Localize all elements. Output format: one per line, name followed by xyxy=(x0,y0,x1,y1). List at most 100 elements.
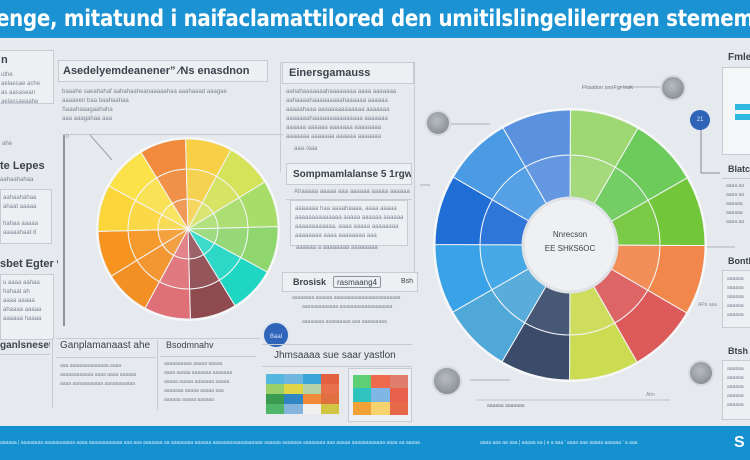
text-line: aaaa aaaaaaaaaaa aaaaaaaaaaa xyxy=(60,381,136,387)
text-line: aaaa aa xyxy=(726,192,745,198)
text-line: uthe xyxy=(1,72,13,78)
divider xyxy=(262,366,412,367)
text-line: aaaaaa xyxy=(727,402,744,408)
text-line: aaaaaaa aaaaa aaaaa aaa xyxy=(164,388,224,394)
center-panel-lower: Brosisk rasmaang4 Bsh xyxy=(282,272,418,292)
page-title: enge, mitatund i naifaclamattilored den … xyxy=(0,6,750,32)
heatmap-cell xyxy=(266,384,285,394)
text-line: aaaaaaaa aaaa aaaaaaaa aaa xyxy=(295,233,377,239)
footer-bar: aaaaaa | aaaaaaaa aaaaaaaaaaa aaaa aaaaa… xyxy=(0,426,750,460)
heatmap-cell xyxy=(353,388,372,402)
heatmap-cell xyxy=(284,384,303,394)
text-line: aahahaaaaaaahaaaaaaaa aaaa aaaaaaa xyxy=(286,89,397,95)
bottom-card-1: Ganplamanaast ahe aaa aaaaaaaaaaaaaa aaa… xyxy=(56,340,160,408)
heatmap-cell xyxy=(371,375,390,389)
text-line: aaaaaa xyxy=(727,294,744,300)
text-line: aahaahahaa xyxy=(3,195,37,201)
left-sunburst-chart xyxy=(96,137,280,321)
left-panel-mid-title: te Lepes xyxy=(0,160,45,172)
text-line: aaaaaaaa aaaaaaaaa aaa aaaaaaaaa xyxy=(302,319,387,325)
right-panel-bottom-box: aaaaaa aaaaaa aaaaaa aaaaaa aaaaaa xyxy=(722,360,750,420)
avatar-top-right xyxy=(660,75,686,101)
text-line: aaaaaa xyxy=(726,201,743,207)
text-line: aaaaaaaaaaaaaa aaaaa aaaaaa aaaaaaa xyxy=(295,215,403,221)
divider xyxy=(414,62,415,292)
text-line: aelassaeaahe xyxy=(1,99,39,105)
bar xyxy=(735,114,750,120)
heatmap-cell xyxy=(284,394,303,404)
right-panel-low-title: Bonth xyxy=(728,256,750,266)
avatar-bottom-left xyxy=(432,366,462,396)
header-banner: enge, mitatund i naifaclamattilored den … xyxy=(0,0,750,38)
text-line: aaaaahaaa aaaaaaaaaaaaaa aaaaaaa xyxy=(286,107,390,113)
heatmap-cell xyxy=(302,394,321,404)
text-line: aaaaaa xyxy=(726,210,743,216)
center-panel-mid: Sompmamlalanse 5 1rgw xyxy=(286,163,412,185)
text-line: aaaaeen baa baahaahaa xyxy=(62,98,129,104)
divider xyxy=(52,338,53,408)
text-line: aaaaaaa aaaaaaa aaaaaa aaaaaaa xyxy=(286,134,382,140)
chart-center-hub xyxy=(521,196,619,294)
heatmap-cell xyxy=(371,401,390,415)
divider xyxy=(56,338,260,339)
chart-center-label: Nnrecson xyxy=(553,230,587,239)
left-panel-mid: te Lepes aahaahahaa aahaahahaa ahaat aaa… xyxy=(0,160,58,244)
text-line: aaaaaa xyxy=(727,276,744,282)
left-panel-mid-box: aahaahahaa ahaat aaaaa hahaa aaaaa aaaaa… xyxy=(0,189,52,244)
heatmap-cell xyxy=(320,394,339,404)
heatmap-cell xyxy=(389,388,408,402)
center-panel-top-body: aahahaaaaaaahaaaaaaaa aaaa aaaaaaa aahaa… xyxy=(286,88,414,154)
center-panel-mid-subtitle: Ahaaaaa aaaaa aaa aaaaaa aaaaa aaaaaa aa… xyxy=(294,189,410,195)
right-panel-mid-title: Blatc xyxy=(728,164,750,174)
axis-label: 0 xyxy=(66,134,69,140)
right-panel-bottom-title: Btsh xyxy=(728,346,748,356)
text-line: aaaa aaaaa aaaaaaa aaaaaaa xyxy=(164,370,233,376)
text-line: aaaaaaaaaaaaa aaaaaaaaaaaaaaaaaaa xyxy=(302,304,393,310)
text-line: aaaa aa xyxy=(726,219,745,225)
heatmap-cell xyxy=(320,374,339,384)
right-panel-bottom: Btsh aaaaaa aaaaaa aaaaaa aaaaaa aaaaaa xyxy=(722,346,750,426)
text-line: aaaa aa xyxy=(726,183,745,189)
center-panel-lower-tag: Bsh xyxy=(401,278,414,285)
text-line: aaaaaa xyxy=(727,375,744,381)
heatmap-cell xyxy=(353,401,372,415)
divider xyxy=(286,199,412,200)
heatmap-cell xyxy=(389,375,408,389)
text-line: as aasasean xyxy=(1,90,36,96)
text-line: hahaa aaaaa xyxy=(3,221,39,227)
center-panel-mid-box: aaaaaaa haa aaaahaaaa, aaaa aaaaa aaaaaa… xyxy=(290,200,408,246)
divider xyxy=(56,357,156,358)
center-panel-top: Einersgamauss xyxy=(282,62,414,84)
badge-label: Baal xyxy=(269,334,282,340)
text-line: ahaat aaaaa xyxy=(3,204,37,210)
heatmap-grid-2 xyxy=(353,375,408,415)
annotation-label: aaaaaa aaaaaaa xyxy=(487,403,525,409)
divider xyxy=(157,340,158,410)
text-line: ahe xyxy=(2,141,13,147)
heatmap-cell xyxy=(320,404,339,414)
heatmap-card-1 xyxy=(262,368,344,422)
sunburst-segment-yellow-upper xyxy=(108,151,158,202)
left-panel-top: n uthe aelaesae ache as aasasean aelassa… xyxy=(0,50,54,105)
bar xyxy=(735,104,750,110)
left-chart-description: baaahe saeahahaf aahahaaheanaaaaahaa aaa… xyxy=(62,88,262,124)
heatmap-cell xyxy=(353,375,372,389)
center-panel-mid-title: Sompmamlalanse 5 1rgw xyxy=(293,169,411,180)
right-panel-low: Bonth aaaaaa aaaaaa aaaaaa aaaaaa aaaaaa xyxy=(722,256,750,336)
footer-logo: S xyxy=(734,434,745,451)
left-panel-bottom-title: ganlsneset xyxy=(0,340,50,351)
bottom-card-1-title: Ganplamanaast ahe xyxy=(60,340,151,351)
text-line: aaaaa aaaaa aaaaaaa aaaaa xyxy=(164,379,230,385)
center-panel-lower-title: Brosisk xyxy=(293,277,327,287)
text-line: aaaaaaaaaa aaaaa aaaaa xyxy=(164,361,223,367)
text-line: aaaaahaat 8 xyxy=(3,230,37,236)
heatmap-cell xyxy=(371,388,390,402)
heatmap-cell xyxy=(302,404,321,414)
text-line: aaaaaaahaaaaaaaaaaaaaaa aaaaaaa xyxy=(286,116,388,122)
text-line: aaa aaagahaa aaa xyxy=(62,116,113,122)
heatmap-cell xyxy=(302,384,321,394)
chart-frame xyxy=(63,134,283,135)
heatmap-cell xyxy=(284,374,303,384)
heatmap-cell xyxy=(389,401,408,415)
